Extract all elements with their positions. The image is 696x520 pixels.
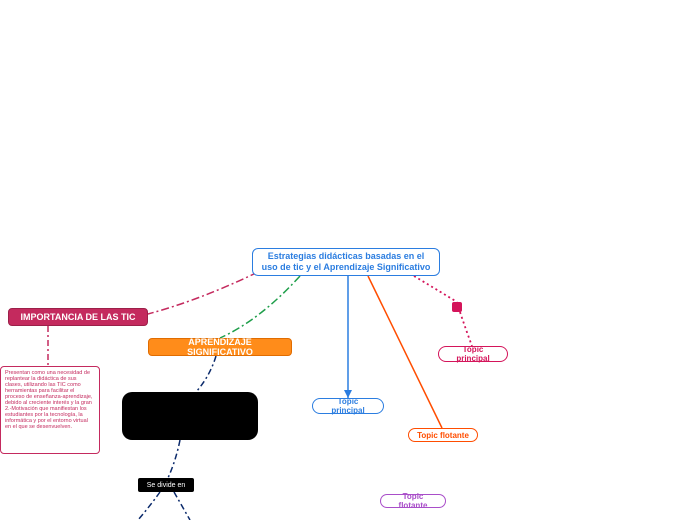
topic-flotante-purple-node[interactable]: Topic flotante — [380, 494, 446, 508]
divide-node[interactable]: Se divide en — [138, 478, 194, 492]
importancia-node[interactable]: IMPORTANCIA DE LAS TIC — [8, 308, 148, 326]
topic-principal-red-label: Topic principal — [447, 345, 499, 363]
topic-flotante-purple-label: Topic flotante — [389, 492, 437, 510]
topic-flotante-orange-node[interactable]: Topic flotante — [408, 428, 478, 442]
black-node[interactable] — [122, 392, 258, 440]
pink-square-marker — [452, 302, 462, 312]
importancia-text: Presentan como una necesidad de replante… — [5, 370, 92, 430]
topic-principal-blue-label: Topic principal — [321, 397, 375, 415]
topic-principal-blue-node[interactable]: Topic principal — [312, 398, 384, 414]
aprendizaje-node[interactable]: APRENDIZAJE SIGNIFICATIVO — [148, 338, 292, 356]
mindmap-stage: Estrategias didácticas basadas en el uso… — [0, 0, 696, 520]
topic-principal-red-node[interactable]: Topic principal — [438, 346, 508, 362]
importancia-text-node[interactable]: Presentan como una necesidad de replante… — [0, 366, 100, 454]
divide-label: Se divide en — [147, 482, 186, 489]
aprendizaje-label: APRENDIZAJE SIGNIFICATIVO — [157, 337, 283, 357]
root-label: Estrategias didácticas basadas en el uso… — [261, 251, 431, 273]
root-node[interactable]: Estrategias didácticas basadas en el uso… — [252, 248, 440, 276]
importancia-label: IMPORTANCIA DE LAS TIC — [21, 312, 136, 322]
topic-flotante-orange-label: Topic flotante — [417, 431, 469, 440]
